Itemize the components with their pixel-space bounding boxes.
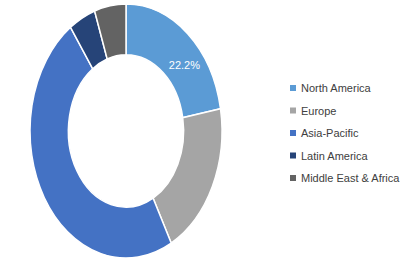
data-labels: 22.2%: [169, 59, 200, 71]
legend-swatch: [290, 153, 296, 159]
legend: North America Europe Asia-Pacific Latin Ame…: [290, 82, 400, 184]
legend-label: Latin America: [301, 150, 369, 162]
slice: [126, 4, 221, 118]
legend-swatch: [290, 175, 296, 181]
legend-label: North America: [301, 82, 372, 94]
legend-label: Middle East & Africa: [301, 172, 400, 184]
legend-swatch: [290, 85, 296, 91]
data-label: 22.2%: [169, 59, 200, 71]
slices: [30, 4, 222, 258]
slice: [95, 4, 126, 59]
legend-label: Asia-Pacific: [301, 127, 359, 139]
legend-label: Europe: [301, 105, 336, 117]
legend-swatch: [290, 130, 296, 136]
chart: 22.2% North America Europe Asia-Pacific Lati…: [0, 0, 411, 265]
legend-swatch: [290, 108, 296, 114]
